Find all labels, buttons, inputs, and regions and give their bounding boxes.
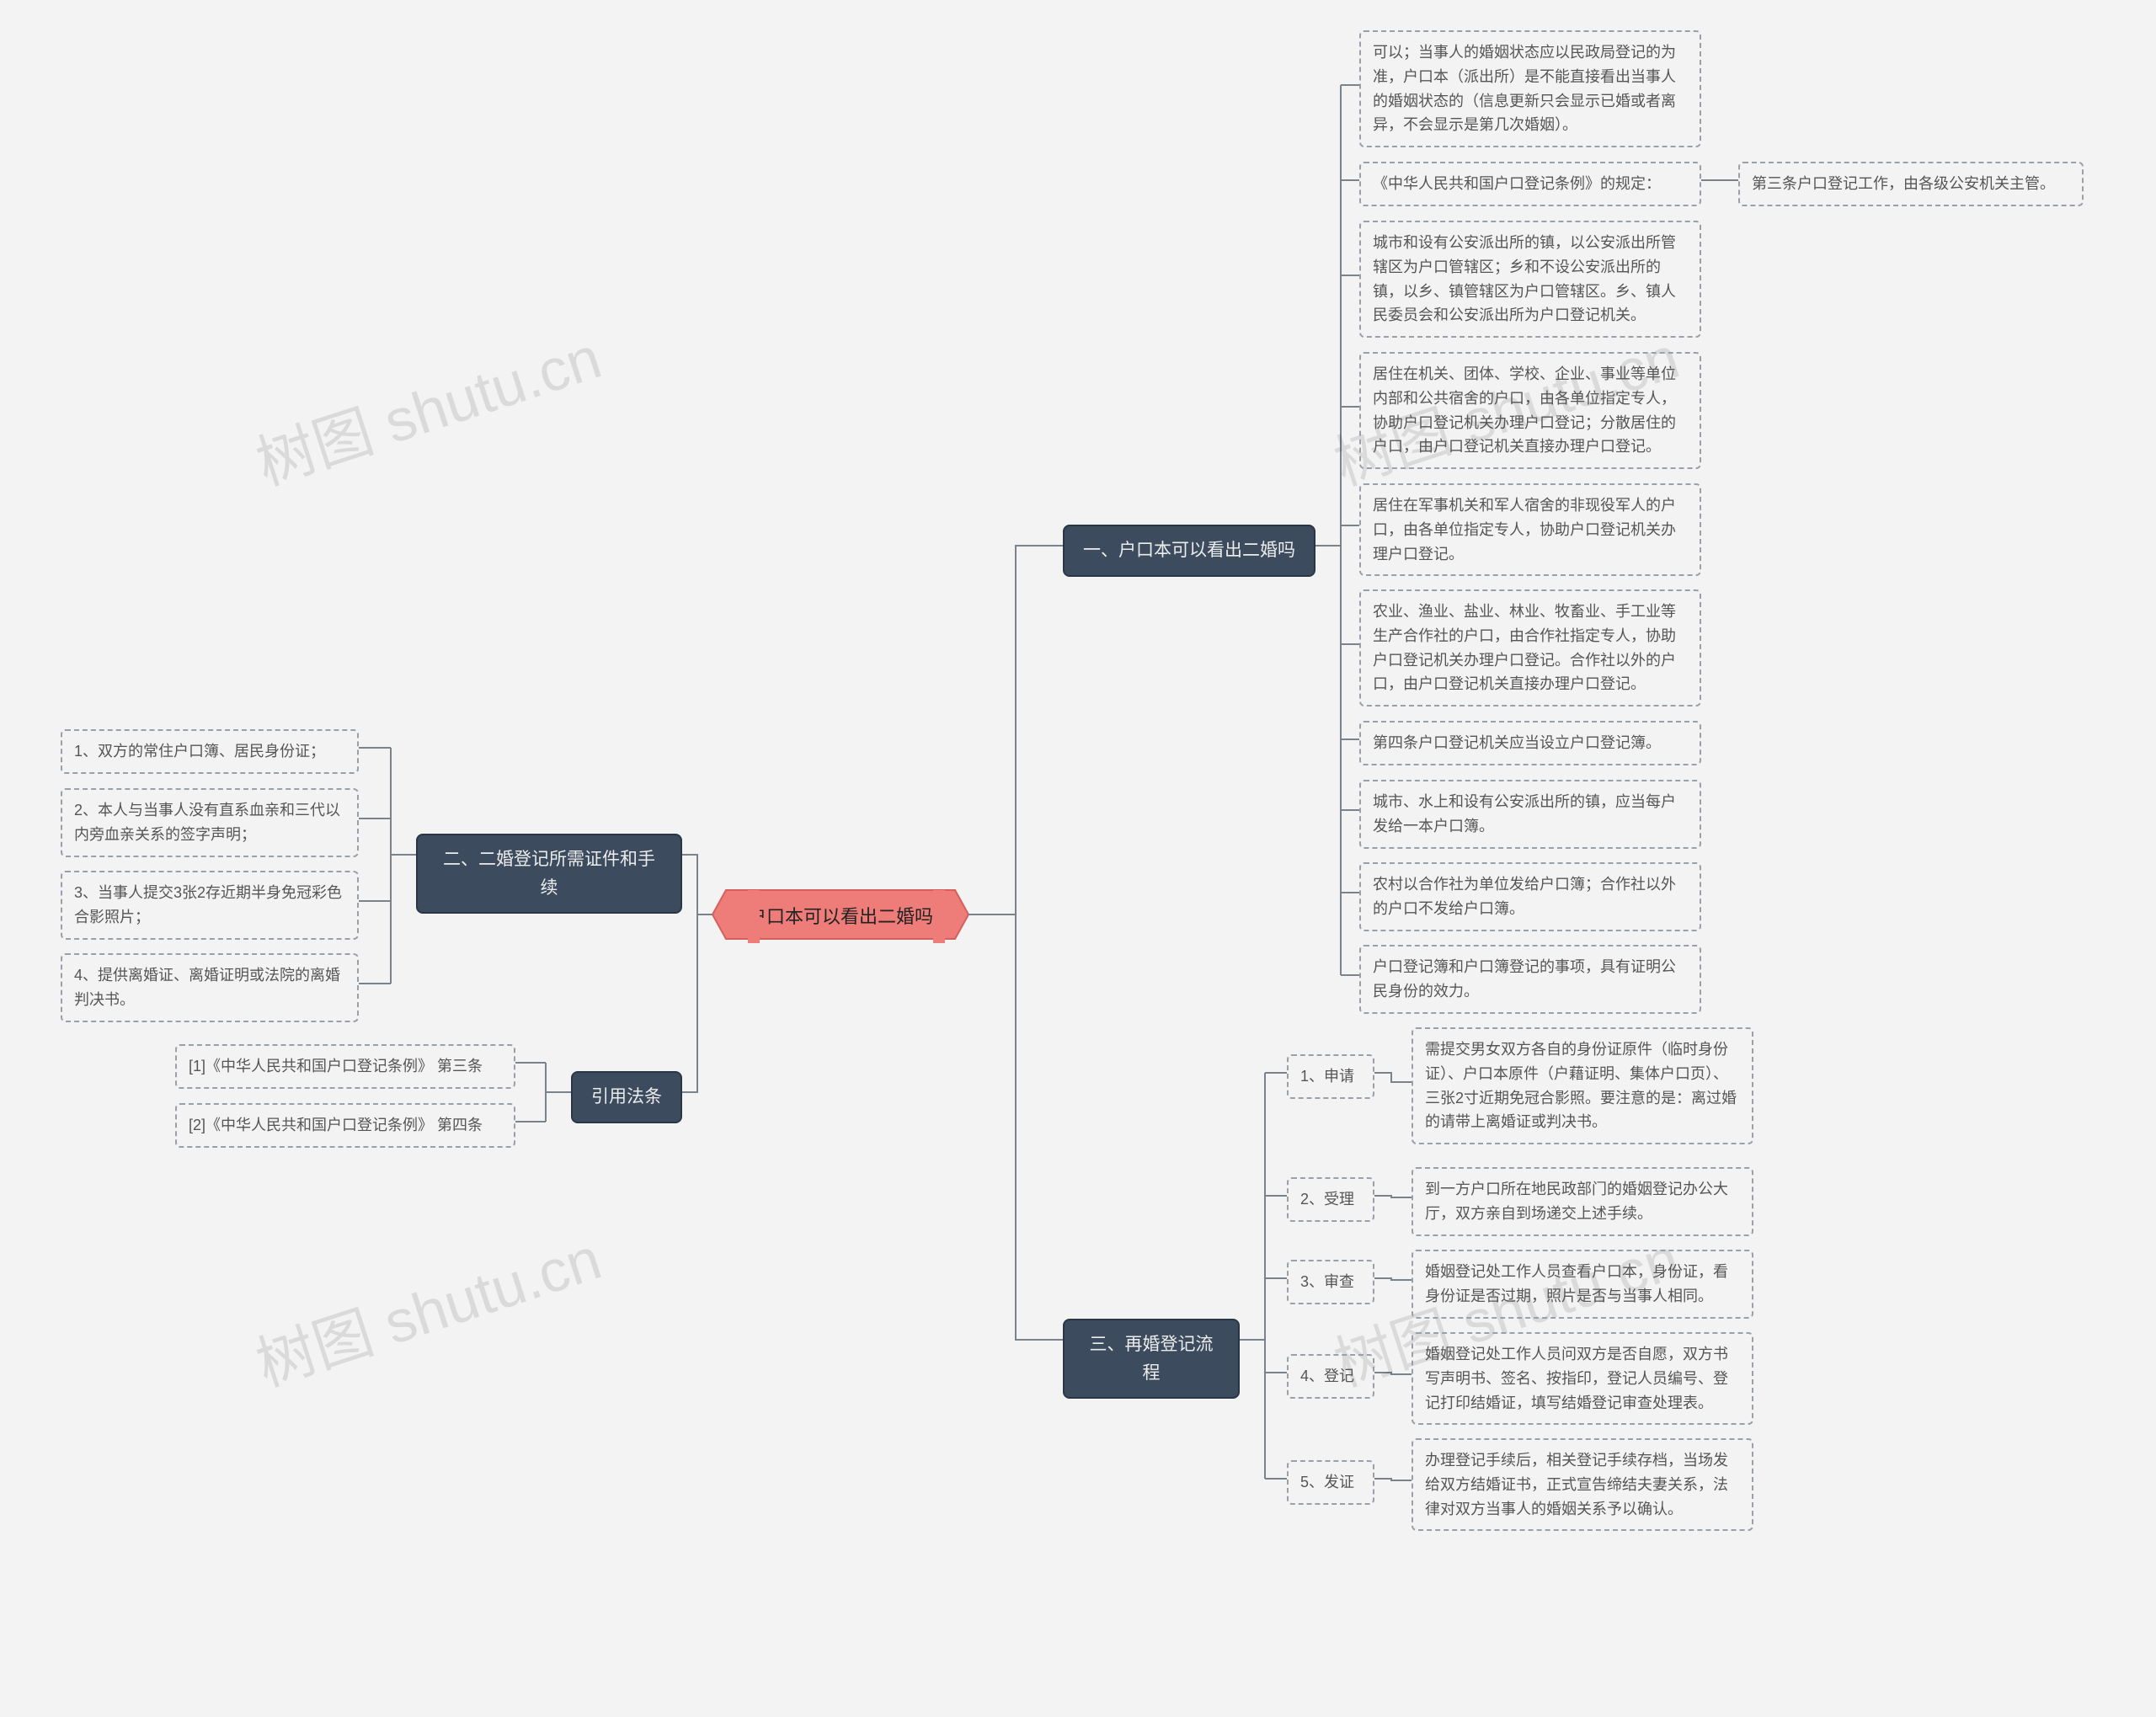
leaf-r3-0-0: 需提交男女双方各自的身份证原件（临时身份证）、户口本原件（户藉证明、集体户口页）… <box>1412 1027 1753 1144</box>
connector-layer <box>0 0 2156 1717</box>
leaf-l2-2: 3、当事人提交3张2存近期半身免冠彩色合影照片； <box>61 871 359 940</box>
leaf-l2-0: 1、双方的常住户口簿、居民身份证； <box>61 729 359 774</box>
leaf-r1-0: 可以；当事人的婚姻状态应以民政局登记的为准，户口本（派出所）是不能直接看出当事人… <box>1359 30 1701 147</box>
leaf-r3-0: 1、申请 <box>1287 1054 1374 1099</box>
leaf-r1-4: 居住在军事机关和军人宿舍的非现役军人的户口，由各单位指定专人，协助户口登记机关办… <box>1359 483 1701 576</box>
root-node: 户口本可以看出二婚吗 <box>726 890 955 943</box>
leaf-r3-1: 2、受理 <box>1287 1177 1374 1222</box>
leaf-r1-2: 城市和设有公安派出所的镇，以公安派出所管辖区为户口管辖区；乡和不设公安派出所的镇… <box>1359 221 1701 338</box>
leaf-r1-5: 农业、渔业、盐业、林业、牧畜业、手工业等生产合作社的户口，由合作社指定专人，协助… <box>1359 589 1701 707</box>
watermark: 树图 shutu.cn <box>244 1212 611 1403</box>
branch-r1: 一、户口本可以看出二婚吗 <box>1063 525 1315 577</box>
leaf-l2-3: 4、提供离婚证、离婚证明或法院的离婚判决书。 <box>61 953 359 1022</box>
leaf-r1-1-0: 第三条户口登记工作，由各级公安机关主管。 <box>1738 162 2084 206</box>
leaf-r3-1-0: 到一方户口所在地民政部门的婚姻登记办公大厅，双方亲自到场递交上述手续。 <box>1412 1167 1753 1236</box>
branch-l3: 引用法条 <box>571 1071 682 1123</box>
watermark: 树图 shutu.cn <box>244 311 611 502</box>
leaf-r3-3-0: 婚姻登记处工作人员问双方是否自愿，双方书写声明书、签名、按指印，登记人员编号、登… <box>1412 1332 1753 1425</box>
leaf-r3-2-0: 婚姻登记处工作人员查看户口本，身份证，看身份证是否过期，照片是否与当事人相同。 <box>1412 1250 1753 1319</box>
leaf-l2-1: 2、本人与当事人没有直系血亲和三代以内旁血亲关系的签字声明； <box>61 788 359 857</box>
leaf-r3-4-0: 办理登记手续后，相关登记手续存档，当场发给双方结婚证书，正式宣告缔结夫妻关系，法… <box>1412 1438 1753 1531</box>
leaf-r1-6: 第四条户口登记机关应当设立户口登记簿。 <box>1359 721 1701 765</box>
leaf-l3-0: [1]《中华人民共和国户口登记条例》 第三条 <box>175 1044 515 1089</box>
leaf-r1-8: 农村以合作社为单位发给户口簿；合作社以外的户口不发给户口簿。 <box>1359 862 1701 931</box>
branch-r3: 三、再婚登记流程 <box>1063 1319 1240 1399</box>
leaf-r1-7: 城市、水上和设有公安派出所的镇，应当每户发给一本户口簿。 <box>1359 780 1701 849</box>
leaf-r1-9: 户口登记簿和户口簿登记的事项，具有证明公民身份的效力。 <box>1359 945 1701 1014</box>
leaf-r3-2: 3、审查 <box>1287 1260 1374 1304</box>
branch-l2: 二、二婚登记所需证件和手续 <box>416 834 682 914</box>
leaf-r1-3: 居住在机关、团体、学校、企业、事业等单位内部和公共宿舍的户口，由各单位指定专人，… <box>1359 352 1701 469</box>
leaf-r3-3: 4、登记 <box>1287 1354 1374 1399</box>
leaf-r1-1: 《中华人民共和国户口登记条例》的规定： <box>1359 162 1701 206</box>
leaf-r3-4: 5、发证 <box>1287 1460 1374 1505</box>
leaf-l3-1: [2]《中华人民共和国户口登记条例》 第四条 <box>175 1103 515 1148</box>
